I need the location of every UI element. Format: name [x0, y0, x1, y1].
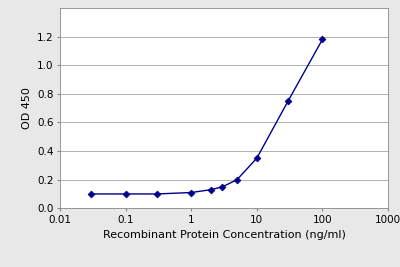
X-axis label: Recombinant Protein Concentration (ng/ml): Recombinant Protein Concentration (ng/ml…: [102, 230, 346, 240]
Y-axis label: OD 450: OD 450: [22, 87, 32, 129]
